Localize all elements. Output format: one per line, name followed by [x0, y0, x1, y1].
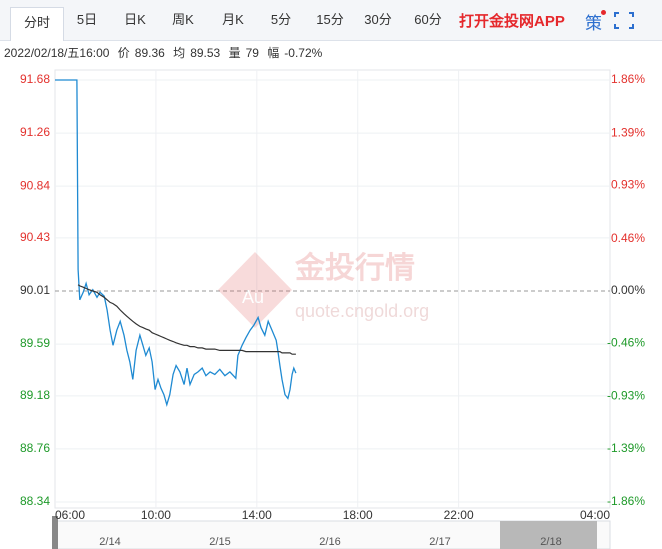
tab[interactable]: 月K [222, 12, 244, 27]
y2-tick-label: 0.93% [611, 178, 645, 192]
navigator-date: 2/18 [540, 536, 561, 548]
tab[interactable]: 60分 [414, 12, 442, 27]
y-tick-label: 90.01 [20, 283, 50, 297]
y-tick-label: 88.34 [20, 494, 50, 508]
tab[interactable]: 日K [124, 12, 146, 27]
y2-tick-label: -0.46% [607, 335, 645, 349]
navigator-handle[interactable] [52, 516, 58, 549]
x-tick-label: 18:00 [343, 508, 373, 522]
tab[interactable]: 15分 [316, 12, 344, 27]
y-tick-label: 88.76 [20, 441, 50, 455]
strategy-button[interactable]: 策 [585, 14, 602, 33]
info-label: 幅 [267, 46, 280, 60]
grid [55, 70, 610, 508]
y-tick-label: 89.18 [20, 388, 50, 402]
y2-tick-label: 0.46% [611, 231, 645, 245]
y-tick-label: 91.68 [20, 72, 50, 86]
notification-dot [601, 10, 606, 15]
navigator-date: 2/14 [99, 536, 120, 548]
navigator-selection[interactable] [500, 521, 597, 549]
info-line: 2022/02/18/五16:00 价 89.36 均 89.53 量 79 幅 -0.… [4, 44, 327, 61]
info-label: 量 [228, 46, 241, 60]
info-label: 均 [173, 46, 186, 60]
x-tick-label: 10:00 [141, 508, 171, 522]
tab[interactable]: 5分 [270, 12, 292, 27]
watermark: Au 金投行情 quote.cngold.org [218, 251, 429, 328]
watermark-title: 金投行情 [294, 251, 415, 285]
y2-tick-label: 1.86% [611, 72, 645, 86]
plot-frame [54, 69, 611, 509]
watermark-url: quote.cngold.org [295, 301, 429, 321]
x-tick-label: 22:00 [444, 508, 474, 522]
watermark-logo-text: Au [242, 287, 264, 307]
series-line [55, 79, 297, 408]
navigator-date: 2/16 [319, 536, 340, 548]
info-change: -0.72% [284, 46, 323, 60]
tab[interactable]: 30分 [364, 12, 392, 27]
series-line [77, 284, 296, 355]
app-link[interactable]: 打开金投网APP [459, 13, 565, 30]
info-price: 89.36 [134, 46, 165, 60]
y2-tick-label: -0.93% [607, 389, 645, 403]
navigator-date: 2/15 [209, 536, 230, 548]
y-tick-label: 91.26 [20, 125, 50, 139]
y2-tick-label: 0.00% [611, 283, 645, 297]
info-time: 2022/02/18/五16:00 [4, 46, 110, 60]
tab[interactable]: 周K [172, 12, 194, 27]
info-volume: 79 [245, 46, 259, 60]
fullscreen-icon[interactable] [614, 12, 634, 29]
info-label: 价 [117, 46, 130, 60]
x-tick-label: 06:00 [55, 508, 85, 522]
tab[interactable]: 分时 [10, 7, 64, 41]
toolbar: 分时 5日 日K 周K 月K 5分 15分 30分 60分 [0, 0, 662, 41]
y-tick-label: 89.59 [20, 336, 50, 350]
x-tick-label: 04:00 [580, 508, 610, 522]
y2-tick-label: -1.86% [607, 494, 645, 508]
y-tick-label: 90.84 [20, 178, 50, 192]
watermark-logo [218, 252, 292, 328]
x-tick-label: 14:00 [242, 508, 272, 522]
y2-tick-label: 1.39% [611, 125, 645, 139]
y2-tick-label: -1.39% [607, 441, 645, 455]
info-avg: 89.53 [190, 46, 221, 60]
y-tick-label: 90.43 [20, 230, 50, 244]
tab[interactable]: 5日 [76, 12, 98, 27]
navigator-date: 2/17 [429, 536, 450, 548]
